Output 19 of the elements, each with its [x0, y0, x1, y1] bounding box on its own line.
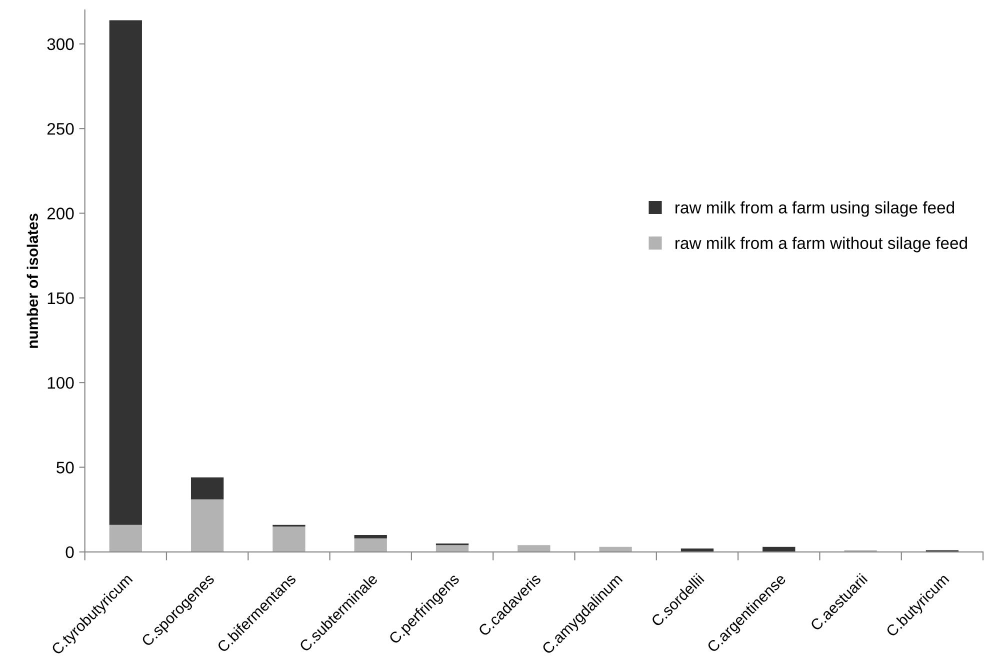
y-tick-label: 250	[47, 122, 74, 135]
bar	[272, 526, 306, 552]
y-tick-label: 300	[47, 38, 74, 50]
bar	[109, 524, 142, 552]
bar	[190, 477, 224, 500]
y-tick-label: 200	[47, 208, 74, 220]
bar	[190, 499, 224, 552]
bar	[518, 545, 550, 552]
y-tick-label: 100	[48, 376, 74, 389]
legend-label: raw milk from a farm using silage feed	[676, 201, 954, 217]
bar	[436, 545, 469, 552]
y-tick-label: 0	[66, 546, 74, 558]
y-axis-title: number of isolates	[26, 214, 38, 348]
bar	[354, 534, 387, 538]
y-tick-label: 50	[56, 462, 74, 474]
bar	[109, 20, 142, 525]
bar	[354, 538, 387, 552]
legend-label: raw milk from a farm without silage feed	[676, 236, 967, 252]
y-tick-label: 150	[48, 292, 74, 304]
